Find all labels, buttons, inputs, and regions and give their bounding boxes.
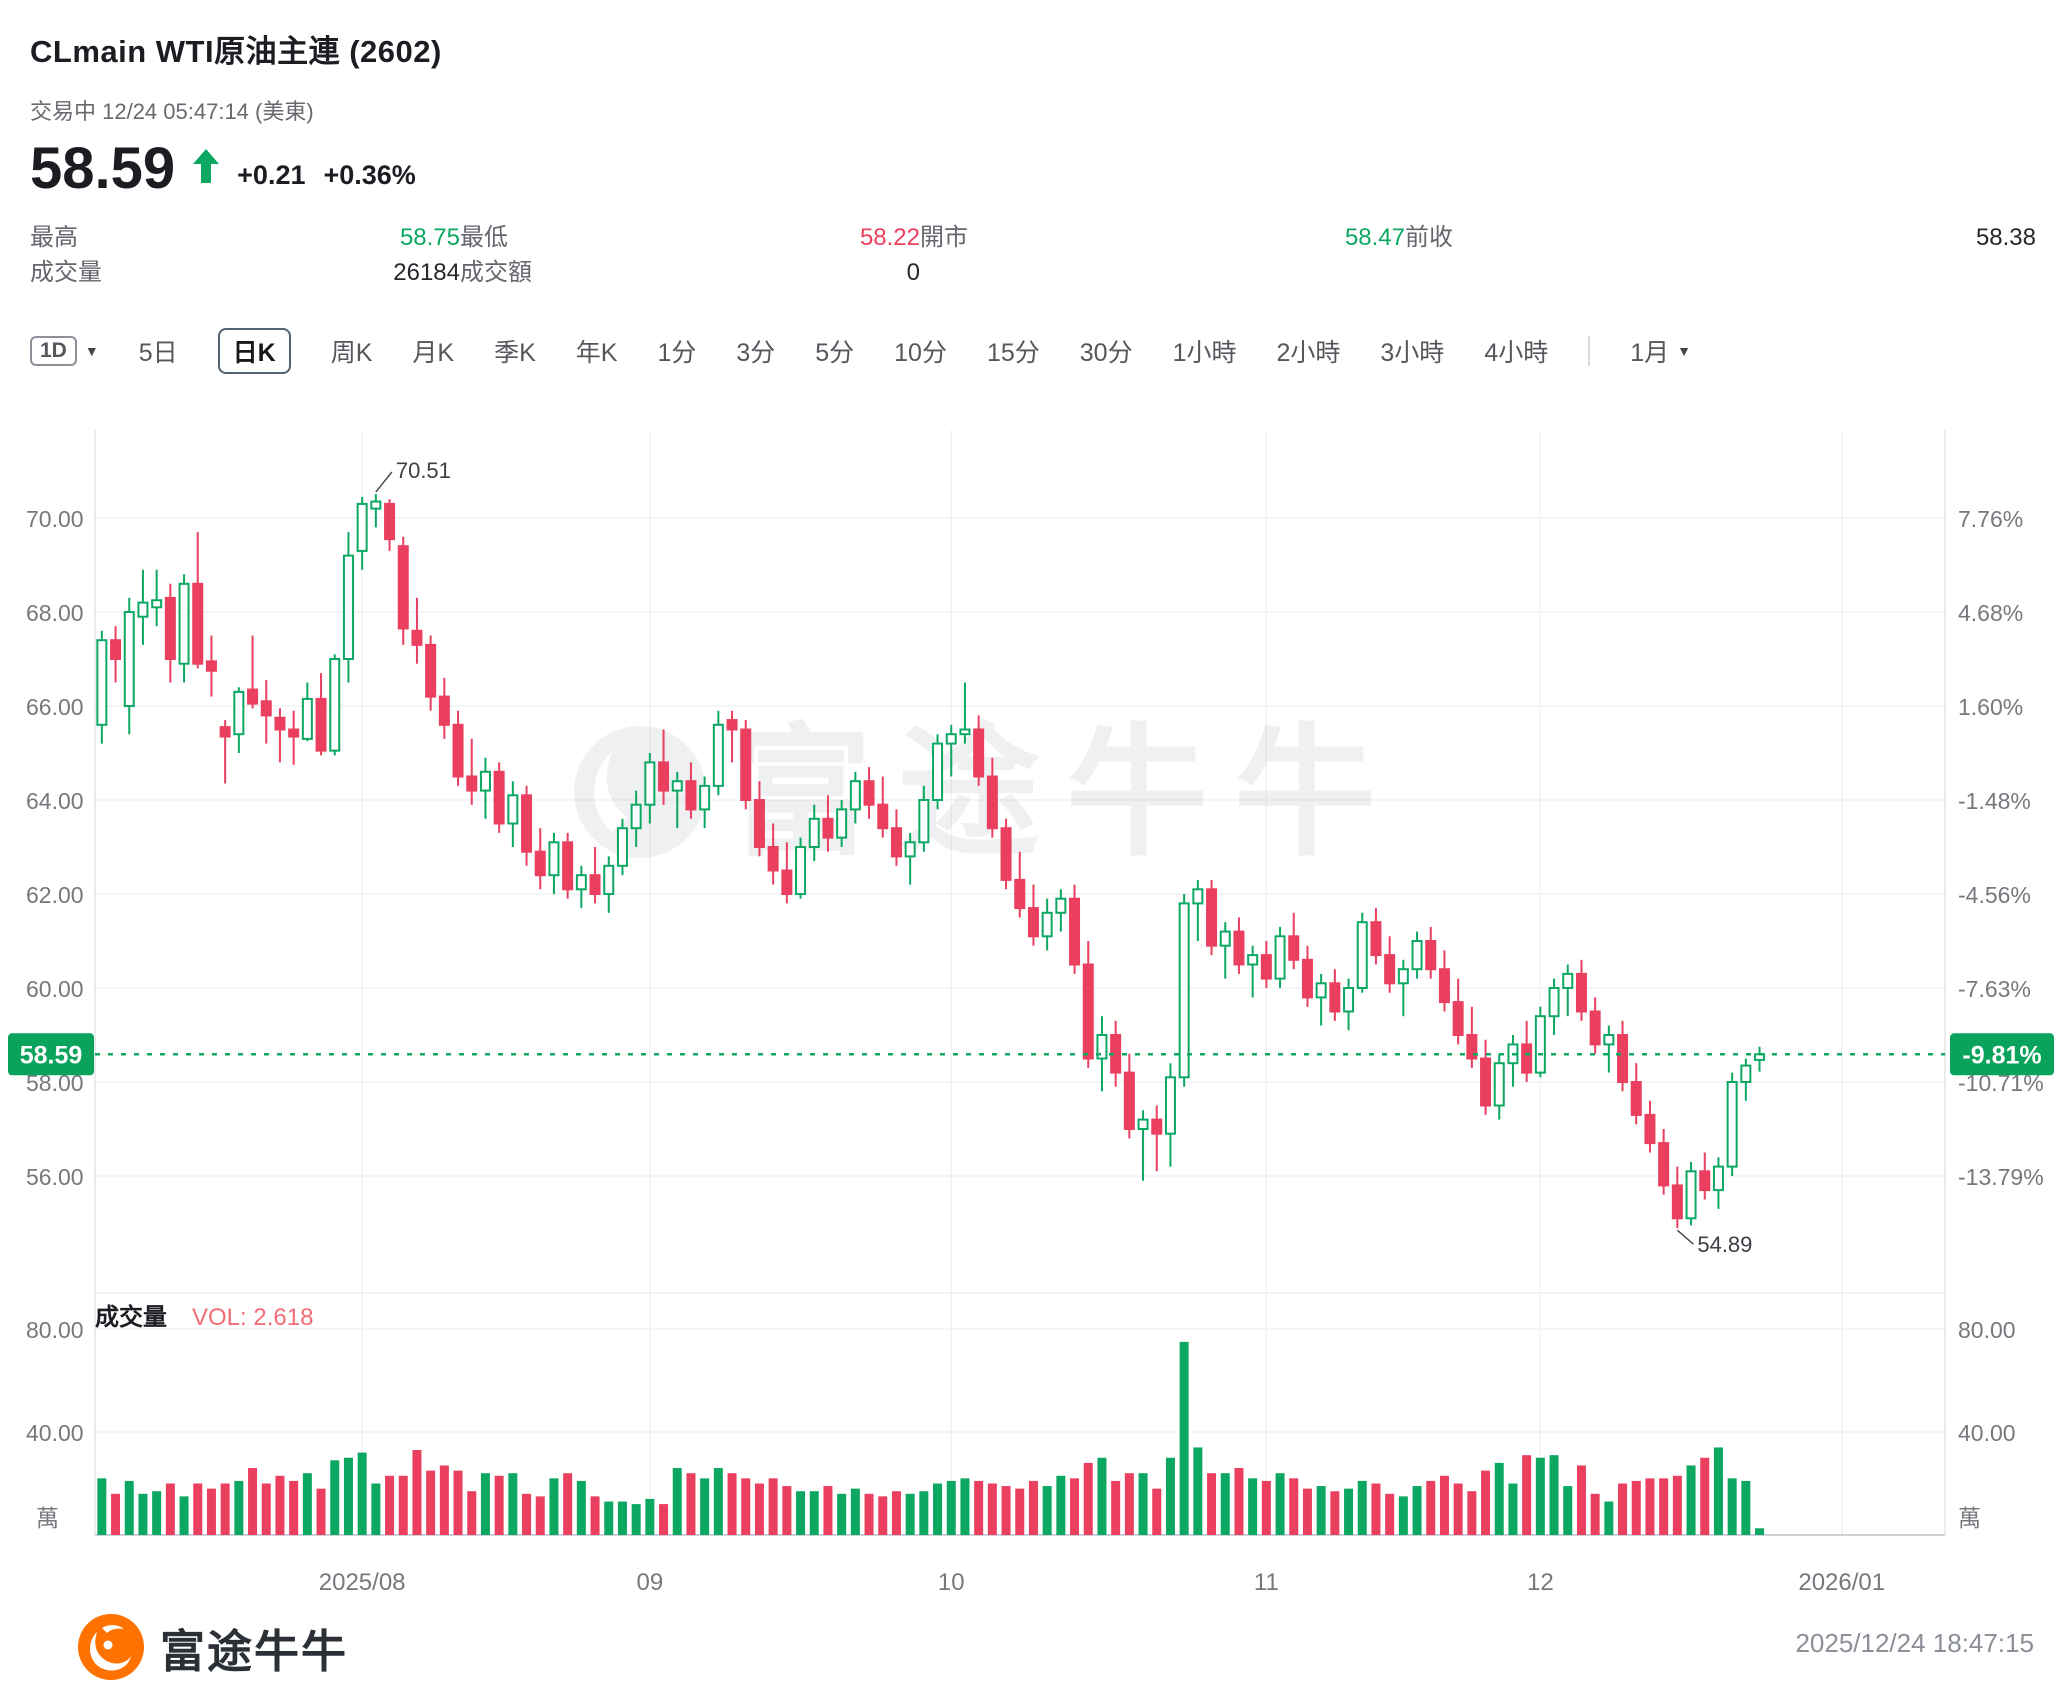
futu-logo-icon <box>78 1614 144 1680</box>
tab-月K[interactable]: 月K <box>412 339 455 367</box>
chevron-down-icon: ▼ <box>84 343 99 359</box>
x-axis-label: 2026/01 <box>1798 1569 1885 1596</box>
x-axis-label: 10 <box>938 1569 965 1596</box>
tab-周K[interactable]: 周K <box>330 339 373 367</box>
stats-row-2: 成交量 26184 成交額 0 <box>30 257 2036 289</box>
svg-text:64.00: 64.00 <box>26 788 84 814</box>
stat-label: 前收 <box>1405 224 1453 251</box>
stat-最高: 最高 58.75 <box>30 222 460 254</box>
watermark: 富途牛牛 <box>574 714 1402 873</box>
tab-30分[interactable]: 30分 <box>1079 339 1133 367</box>
tab-年K[interactable]: 年K <box>575 339 618 367</box>
stat-value: 58.47 <box>1344 224 1405 251</box>
period-dropdown-more[interactable]: 1月 ▼ <box>1630 333 1691 369</box>
stat-value: 0 <box>906 259 920 286</box>
footer: 富途牛牛 2025/12/24 18:47:15 <box>0 1612 2060 1686</box>
tab-15分[interactable]: 15分 <box>986 339 1040 367</box>
tab-10分[interactable]: 10分 <box>894 339 947 367</box>
last-price: 58.59 <box>30 136 176 201</box>
period-dropdown-1d[interactable]: 1D ▼ <box>30 336 99 366</box>
stat-開市: 開市 58.47 <box>920 222 1405 254</box>
tab-2小時[interactable]: 2小時 <box>1276 339 1341 367</box>
svg-text:成交量: 成交量 <box>95 1303 167 1331</box>
page-title: CLmain WTI原油主連 (2602) <box>30 34 442 69</box>
svg-text:富途牛牛: 富途牛牛 <box>730 714 1402 873</box>
svg-text:-7.63%: -7.63% <box>1958 976 2031 1002</box>
svg-text:1.60%: 1.60% <box>1958 694 2023 720</box>
1d-chip: 1D <box>30 336 77 366</box>
svg-text:70.00: 70.00 <box>26 506 84 532</box>
stat-label: 成交額 <box>460 259 532 286</box>
more-period-label: 1月 <box>1630 339 1670 367</box>
svg-text:40.00: 40.00 <box>26 1420 84 1446</box>
price-badge-right <box>1950 1033 2054 1076</box>
brand: 富途牛牛 <box>78 1614 348 1680</box>
stat-label: 最高 <box>30 224 78 251</box>
stat-最低: 最低 58.22 <box>460 222 920 254</box>
stats-row-1: 最高 58.75 最低 58.22 開市 58.47 前收 58.38 <box>30 222 2036 254</box>
svg-text:60.00: 60.00 <box>26 976 84 1002</box>
toolbar-divider <box>1588 336 1591 366</box>
brand-name: 富途牛牛 <box>160 1625 349 1677</box>
tab-1分[interactable]: 1分 <box>657 339 697 367</box>
svg-text:80.00: 80.00 <box>26 1317 84 1343</box>
stat-label: 開市 <box>920 224 968 251</box>
svg-text:VOL: 2.618: VOL: 2.618 <box>192 1304 313 1331</box>
svg-text:58.59: 58.59 <box>20 1041 83 1069</box>
chevron-down-icon: ▼ <box>1677 343 1691 359</box>
stat-成交額: 成交額 0 <box>460 257 920 289</box>
svg-text:-1.48%: -1.48% <box>1958 788 2031 814</box>
tab-季K[interactable]: 季K <box>494 339 536 367</box>
price-change-percent: +0.36% <box>323 160 416 190</box>
stat-value: 58.75 <box>399 224 460 251</box>
svg-text:70.51: 70.51 <box>396 458 451 483</box>
svg-text:4.68%: 4.68% <box>1958 600 2023 626</box>
tab-日K[interactable]: 日K <box>217 328 291 374</box>
svg-text:-9.81%: -9.81% <box>1962 1041 2041 1069</box>
svg-text:54.89: 54.89 <box>1697 1232 1752 1257</box>
svg-text:萬: 萬 <box>1958 1505 1981 1531</box>
svg-text:-13.79%: -13.79% <box>1958 1164 2044 1190</box>
svg-text:-4.56%: -4.56% <box>1958 882 2031 908</box>
candlestick-chart[interactable]: 富途牛牛70.0068.0066.0064.0062.0060.0058.005… <box>0 420 2060 1612</box>
stat-value: 58.22 <box>859 224 920 251</box>
tab-5分[interactable]: 5分 <box>815 339 855 367</box>
stat-成交量: 成交量 26184 <box>30 257 460 289</box>
tab-3分[interactable]: 3分 <box>736 339 776 367</box>
trading-status: 交易中 12/24 05:47:14 (美東) <box>30 99 314 124</box>
stat-前收: 前收 58.38 <box>1405 222 2036 254</box>
price-change: +0.21 <box>237 160 306 190</box>
tab-1小時[interactable]: 1小時 <box>1172 339 1237 367</box>
svg-text:66.00: 66.00 <box>26 694 84 720</box>
tab-5日[interactable]: 5日 <box>138 339 178 367</box>
svg-text:40.00: 40.00 <box>1958 1420 2016 1446</box>
period-toolbar: 1D ▼ 5日 日K 周K 月K 季K 年K 1分 3分 5分 10分 15分 30分 1小時 2小時 3小… <box>30 328 2036 374</box>
x-axis-label: 2025/08 <box>319 1569 406 1596</box>
stat-label: 最低 <box>460 224 508 251</box>
x-axis-label: 09 <box>636 1569 663 1596</box>
svg-text:62.00: 62.00 <box>26 882 84 908</box>
svg-text:7.76%: 7.76% <box>1958 506 2023 532</box>
tab-4小時[interactable]: 4小時 <box>1484 339 1549 367</box>
svg-text:56.00: 56.00 <box>26 1164 84 1190</box>
x-axis-label: 11 <box>1254 1569 1279 1596</box>
stat-value: 26184 <box>393 259 460 286</box>
stat-value: 58.38 <box>1975 224 2036 251</box>
svg-text:萬: 萬 <box>36 1505 59 1531</box>
x-axis-label: 12 <box>1527 1569 1554 1596</box>
tab-3小時[interactable]: 3小時 <box>1380 339 1445 367</box>
price-row: 58.59 +0.21 +0.36% <box>30 140 416 198</box>
price-badge-left <box>8 1033 94 1076</box>
up-arrow-icon <box>193 149 220 198</box>
svg-text:68.00: 68.00 <box>26 600 84 626</box>
svg-text:80.00: 80.00 <box>1958 1317 2016 1343</box>
stat-label: 成交量 <box>30 259 102 286</box>
screenshot-timestamp: 2025/12/24 18:47:15 <box>1795 1628 2034 1658</box>
